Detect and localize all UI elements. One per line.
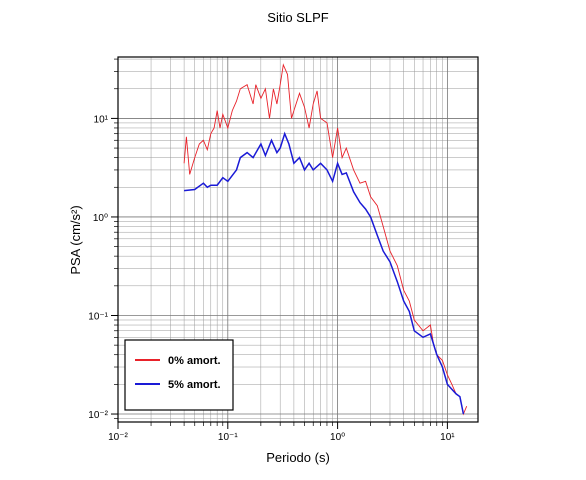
legend-label: 0% amort. — [168, 355, 221, 367]
y-tick-label: 10¹ — [94, 114, 109, 125]
x-axis-label: Periodo (s) — [266, 450, 330, 465]
plot-frame — [117, 56, 479, 423]
y-tick-label: 10⁰ — [93, 213, 108, 224]
y-tick-label: 10⁻¹ — [88, 311, 108, 322]
x-tick-label: 10⁻¹ — [218, 432, 238, 443]
y-tick-label: 10⁻² — [88, 410, 108, 421]
series-line — [183, 63, 468, 416]
x-tick-label: 10⁻² — [108, 432, 128, 443]
x-tick-label: 10⁰ — [330, 432, 345, 443]
y-axis-label: PSA (cm/s²) — [68, 205, 83, 274]
chart-title: Sitio SLPF — [267, 10, 328, 25]
legend-box — [124, 339, 234, 411]
legend-label: 5% amort. — [168, 379, 221, 391]
series-line — [184, 131, 465, 415]
x-tick-label: 10¹ — [440, 432, 455, 443]
